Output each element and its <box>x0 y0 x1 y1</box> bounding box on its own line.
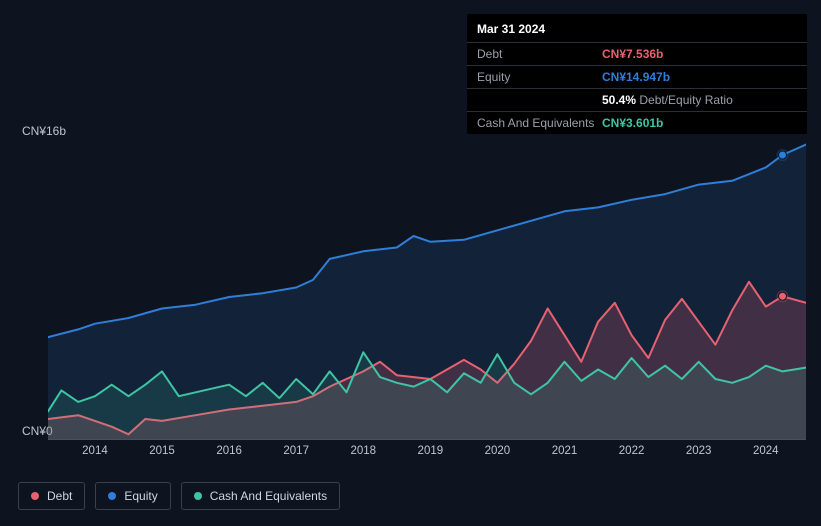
tooltip-label: Cash And Equivalents <box>477 116 602 130</box>
xaxis-tick: 2018 <box>350 445 376 457</box>
chart-container: Mar 31 2024 Debt CN¥7.536b Equity CN¥14.… <box>0 0 821 526</box>
tooltip-value-ratio: 50.4% Debt/Equity Ratio <box>602 93 733 107</box>
chart-plot-area[interactable] <box>48 135 806 440</box>
chart-tooltip: Mar 31 2024 Debt CN¥7.536b Equity CN¥14.… <box>467 14 807 134</box>
xaxis-tick: 2024 <box>753 445 779 457</box>
xaxis-tick: 2017 <box>283 445 309 457</box>
xaxis: 2014 2015 2016 2017 2018 2019 2020 2021 2022 2023… <box>48 445 806 463</box>
tooltip-label <box>477 93 602 107</box>
tooltip-row-cash: Cash And Equivalents CN¥3.601b <box>467 111 807 134</box>
legend: Debt Equity Cash And Equivalents <box>18 482 340 510</box>
tooltip-row-debt: Debt CN¥7.536b <box>467 42 807 65</box>
dot-icon <box>194 492 202 500</box>
xaxis-tick: 2014 <box>82 445 108 457</box>
tooltip-value-cash: CN¥3.601b <box>602 116 663 130</box>
xaxis-tick: 2020 <box>485 445 511 457</box>
dot-icon <box>108 492 116 500</box>
dot-icon <box>31 492 39 500</box>
tooltip-value-debt: CN¥7.536b <box>602 47 663 61</box>
xaxis-tick: 2016 <box>216 445 242 457</box>
legend-label: Debt <box>47 489 72 503</box>
legend-label: Cash And Equivalents <box>210 489 327 503</box>
xaxis-tick: 2022 <box>619 445 645 457</box>
xaxis-tick: 2015 <box>149 445 175 457</box>
legend-item-cash[interactable]: Cash And Equivalents <box>181 482 340 510</box>
xaxis-tick: 2021 <box>552 445 578 457</box>
tooltip-row-ratio: 50.4% Debt/Equity Ratio <box>467 88 807 111</box>
tooltip-label: Equity <box>477 70 602 84</box>
xaxis-tick: 2023 <box>686 445 712 457</box>
tooltip-label: Debt <box>477 47 602 61</box>
legend-label: Equity <box>124 489 157 503</box>
chart-svg <box>48 135 806 440</box>
legend-item-equity[interactable]: Equity <box>95 482 170 510</box>
xaxis-tick: 2019 <box>418 445 444 457</box>
legend-item-debt[interactable]: Debt <box>18 482 85 510</box>
tooltip-date: Mar 31 2024 <box>467 14 807 42</box>
tooltip-value-equity: CN¥14.947b <box>602 70 670 84</box>
tooltip-row-equity: Equity CN¥14.947b <box>467 65 807 88</box>
